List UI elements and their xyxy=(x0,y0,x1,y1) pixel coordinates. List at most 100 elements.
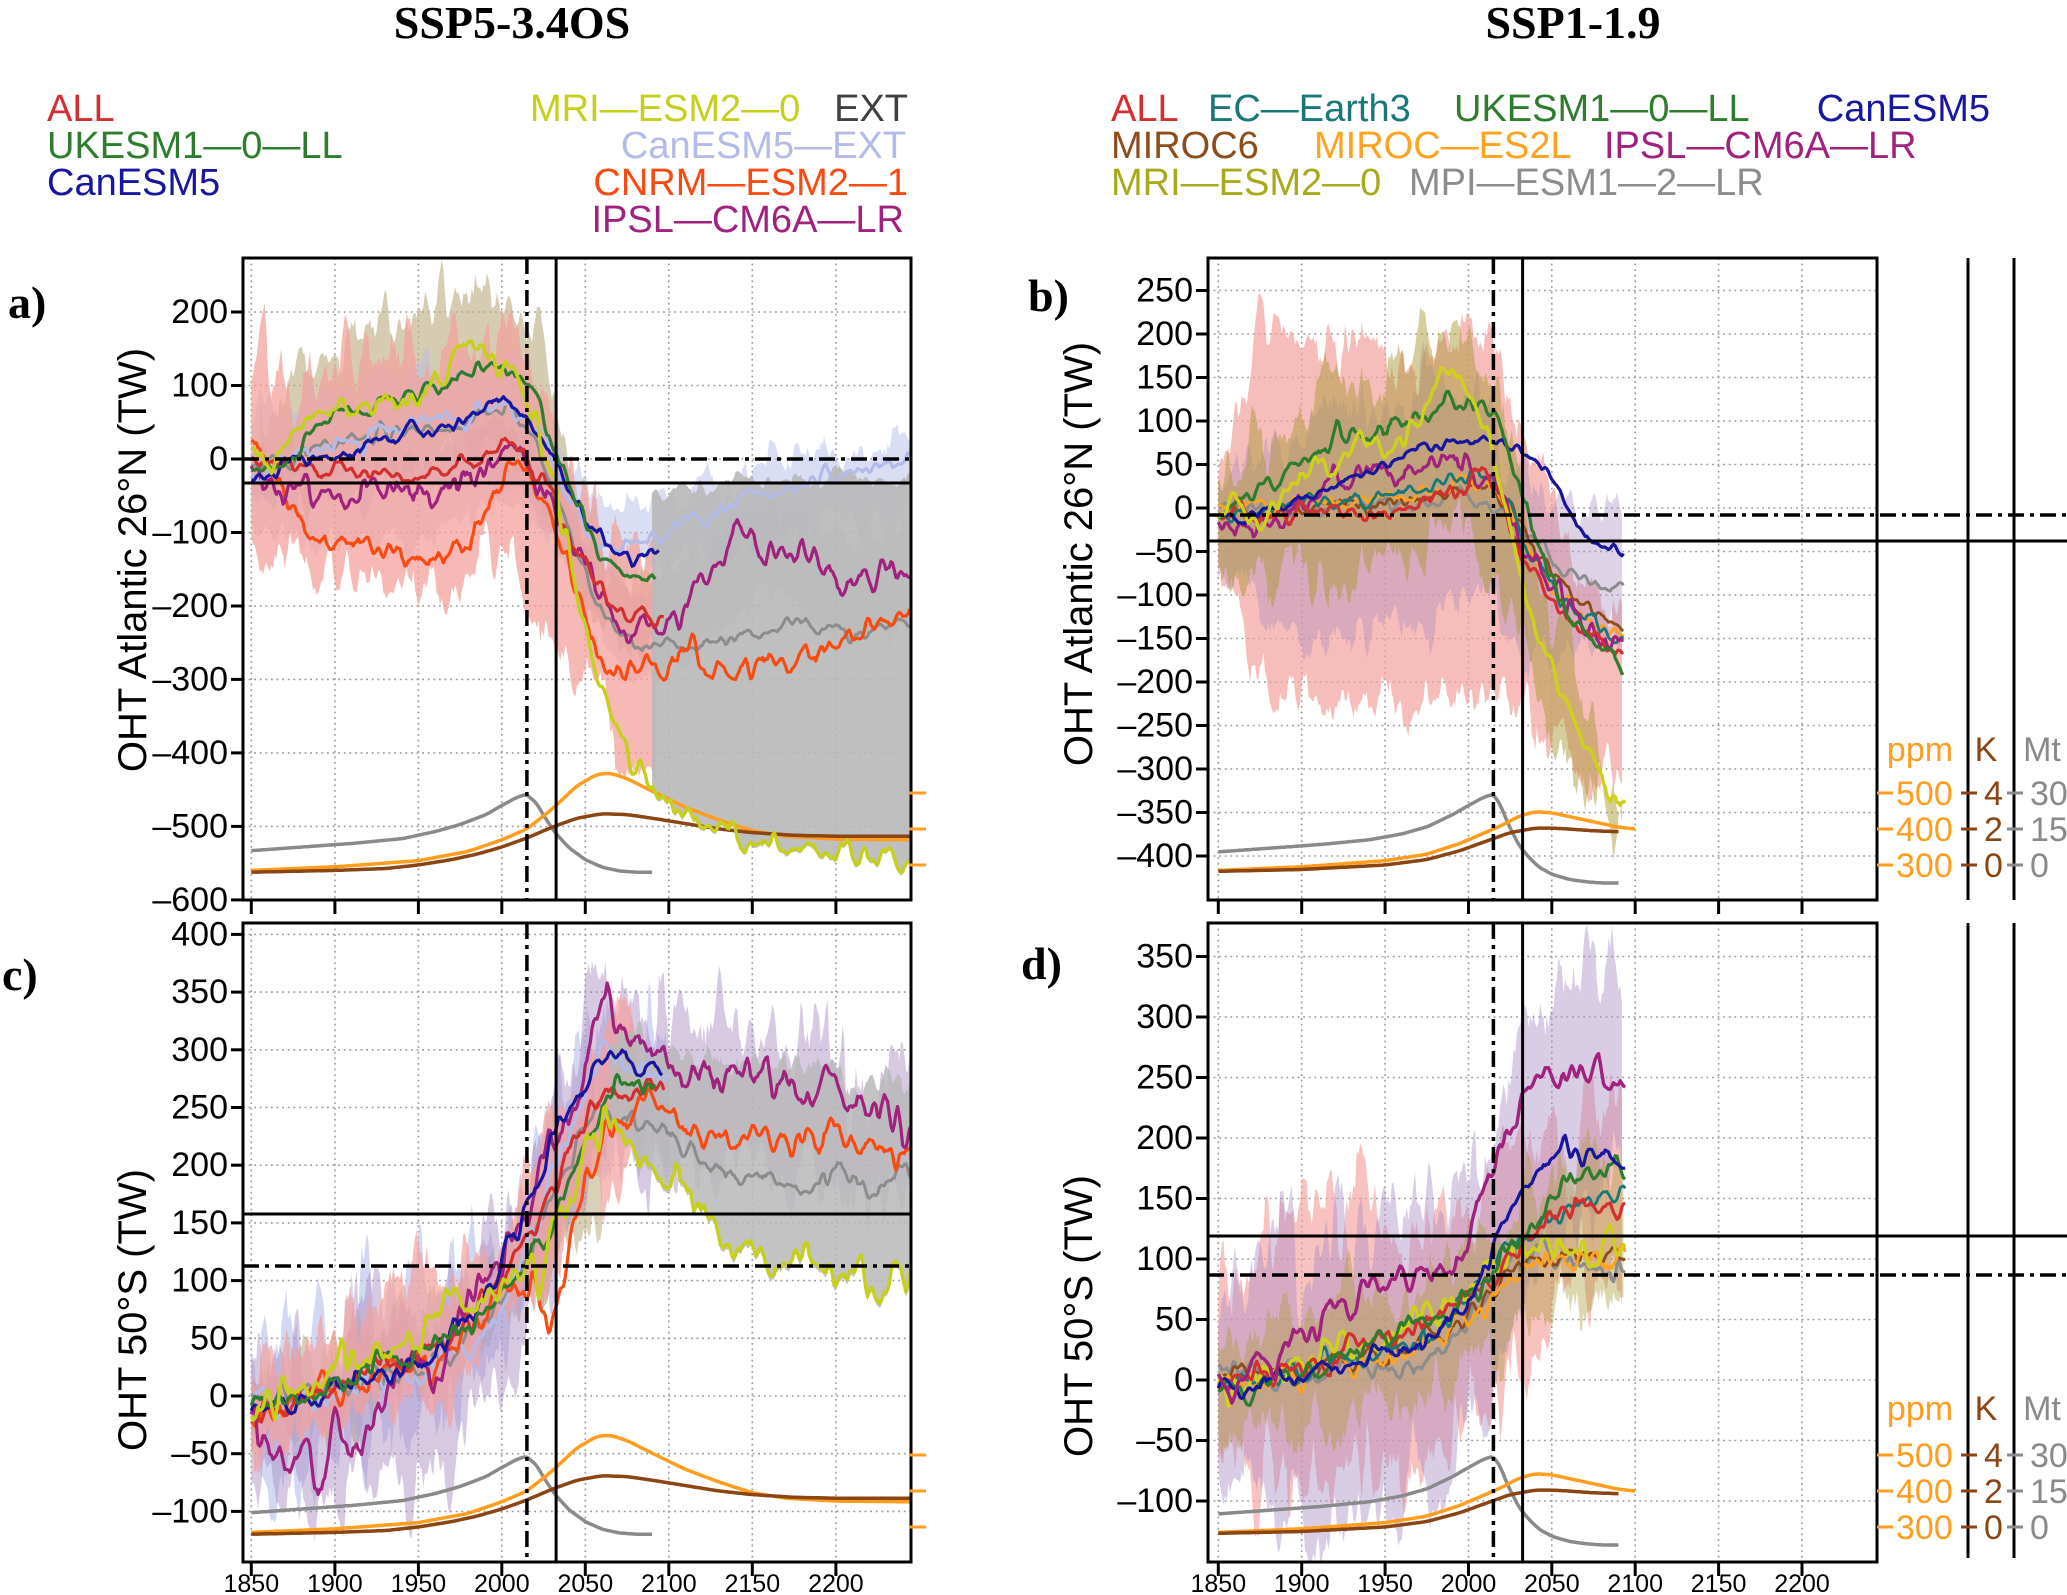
svg-text:500: 500 xyxy=(1896,775,1953,813)
svg-text:0: 0 xyxy=(209,1377,228,1415)
svg-text:2100: 2100 xyxy=(641,1570,697,1595)
svg-text:b): b) xyxy=(1028,270,1069,321)
svg-text:500: 500 xyxy=(1896,1437,1953,1475)
svg-text:–300: –300 xyxy=(152,660,228,698)
svg-text:MPI—ESM1—2—LR: MPI—ESM1—2—LR xyxy=(1409,162,1764,204)
svg-text:–300: –300 xyxy=(1117,750,1193,788)
svg-text:2150: 2150 xyxy=(724,1570,780,1595)
svg-text:50: 50 xyxy=(190,1319,228,1357)
svg-text:ppm: ppm xyxy=(1887,731,1953,769)
svg-text:ALL: ALL xyxy=(47,88,115,130)
svg-text:2100: 2100 xyxy=(1607,1570,1663,1595)
svg-text:50: 50 xyxy=(1155,1301,1193,1339)
svg-text:–600: –600 xyxy=(152,881,228,919)
svg-text:ALL: ALL xyxy=(1111,88,1179,130)
svg-text:100: 100 xyxy=(171,1262,228,1300)
svg-text:EC—Earth3: EC—Earth3 xyxy=(1208,88,1411,130)
svg-text:MIROC—ES2L: MIROC—ES2L xyxy=(1314,125,1572,167)
svg-text:SSP1-1.9: SSP1-1.9 xyxy=(1485,0,1660,48)
svg-text:–250: –250 xyxy=(1117,707,1193,745)
svg-text:OHT Atlantic 26°N (TW): OHT Atlantic 26°N (TW) xyxy=(1057,342,1101,766)
svg-text:350: 350 xyxy=(1136,938,1193,976)
svg-text:–100: –100 xyxy=(1117,1482,1193,1520)
svg-text:300: 300 xyxy=(1896,1509,1953,1547)
svg-text:400: 400 xyxy=(171,915,228,953)
svg-text:300: 300 xyxy=(1136,998,1193,1036)
svg-text:1850: 1850 xyxy=(1190,1570,1246,1595)
svg-text:1950: 1950 xyxy=(1357,1570,1413,1595)
svg-text:IPSL—CM6A—LR: IPSL—CM6A—LR xyxy=(1604,125,1917,167)
svg-text:CanESM5: CanESM5 xyxy=(1817,88,1990,130)
svg-text:–200: –200 xyxy=(152,587,228,625)
svg-text:2000: 2000 xyxy=(474,1570,530,1595)
svg-text:15: 15 xyxy=(2030,811,2067,849)
svg-text:SSP5-3.4OS: SSP5-3.4OS xyxy=(394,0,630,48)
svg-text:100: 100 xyxy=(1136,1240,1193,1278)
svg-text:–100: –100 xyxy=(152,1492,228,1530)
svg-text:2: 2 xyxy=(1984,811,2003,849)
svg-text:c): c) xyxy=(2,949,38,1000)
svg-text:100: 100 xyxy=(1136,402,1193,440)
svg-text:MRI—ESM2—0: MRI—ESM2—0 xyxy=(530,88,800,130)
svg-text:250: 250 xyxy=(171,1089,228,1127)
svg-text:OHT Atlantic 26°N (TW): OHT Atlantic 26°N (TW) xyxy=(111,348,155,772)
svg-text:300: 300 xyxy=(1896,847,1953,885)
svg-text:0: 0 xyxy=(1984,1509,2003,1547)
svg-text:0: 0 xyxy=(2030,1509,2049,1547)
svg-text:400: 400 xyxy=(1896,1473,1953,1511)
svg-text:0: 0 xyxy=(2030,847,2049,885)
svg-text:1900: 1900 xyxy=(307,1570,363,1595)
svg-text:K: K xyxy=(1975,1390,1998,1428)
svg-text:30: 30 xyxy=(2030,775,2067,813)
svg-text:200: 200 xyxy=(1136,1119,1193,1157)
svg-text:100: 100 xyxy=(171,367,228,405)
svg-text:2150: 2150 xyxy=(1691,1570,1747,1595)
svg-text:150: 150 xyxy=(1136,359,1193,397)
svg-text:300: 300 xyxy=(171,1031,228,1069)
svg-text:4: 4 xyxy=(1984,1437,2003,1475)
svg-text:150: 150 xyxy=(1136,1180,1193,1218)
svg-text:50: 50 xyxy=(1155,446,1193,484)
svg-text:1900: 1900 xyxy=(1274,1570,1330,1595)
svg-text:–500: –500 xyxy=(152,807,228,845)
svg-text:–50: –50 xyxy=(1136,1422,1193,1460)
svg-text:OHT 50°S (TW): OHT 50°S (TW) xyxy=(111,1169,155,1451)
svg-text:250: 250 xyxy=(1136,1059,1193,1097)
svg-text:30: 30 xyxy=(2030,1437,2067,1475)
svg-text:0: 0 xyxy=(1174,1361,1193,1399)
svg-text:0: 0 xyxy=(1174,489,1193,527)
svg-text:ppm: ppm xyxy=(1887,1390,1953,1428)
svg-text:1850: 1850 xyxy=(223,1570,279,1595)
svg-text:CanESM5: CanESM5 xyxy=(47,162,220,204)
svg-text:a): a) xyxy=(8,277,46,328)
svg-text:4: 4 xyxy=(1984,775,2003,813)
svg-text:MRI—ESM2—0: MRI—ESM2—0 xyxy=(1111,162,1381,204)
svg-text:Mt: Mt xyxy=(2023,1390,2061,1428)
svg-text:150: 150 xyxy=(171,1204,228,1242)
svg-text:Mt: Mt xyxy=(2023,731,2061,769)
svg-text:CanESM5—EXT: CanESM5—EXT xyxy=(621,125,906,167)
svg-text:200: 200 xyxy=(171,293,228,331)
svg-text:2050: 2050 xyxy=(557,1570,613,1595)
svg-text:2050: 2050 xyxy=(1524,1570,1580,1595)
svg-text:1950: 1950 xyxy=(391,1570,447,1595)
svg-text:200: 200 xyxy=(171,1146,228,1184)
svg-text:CNRM—ESM2—1: CNRM—ESM2—1 xyxy=(593,162,908,204)
svg-text:350: 350 xyxy=(171,973,228,1011)
svg-text:UKESM1—0—LL: UKESM1—0—LL xyxy=(47,125,343,167)
svg-text:K: K xyxy=(1975,731,1998,769)
svg-text:–50: –50 xyxy=(1136,533,1193,571)
svg-text:250: 250 xyxy=(1136,272,1193,310)
svg-text:–50: –50 xyxy=(171,1435,228,1473)
svg-text:15: 15 xyxy=(2030,1473,2067,1511)
svg-text:2200: 2200 xyxy=(808,1570,864,1595)
svg-text:–200: –200 xyxy=(1117,663,1193,701)
svg-text:0: 0 xyxy=(209,440,228,478)
svg-text:–100: –100 xyxy=(152,514,228,552)
svg-text:EXT: EXT xyxy=(834,88,908,130)
svg-text:MIROC6: MIROC6 xyxy=(1111,125,1259,167)
svg-text:2000: 2000 xyxy=(1441,1570,1497,1595)
svg-text:–150: –150 xyxy=(1117,620,1193,658)
svg-text:UKESM1—0—LL: UKESM1—0—LL xyxy=(1454,88,1750,130)
svg-text:OHT 50°S (TW): OHT 50°S (TW) xyxy=(1057,1175,1101,1457)
